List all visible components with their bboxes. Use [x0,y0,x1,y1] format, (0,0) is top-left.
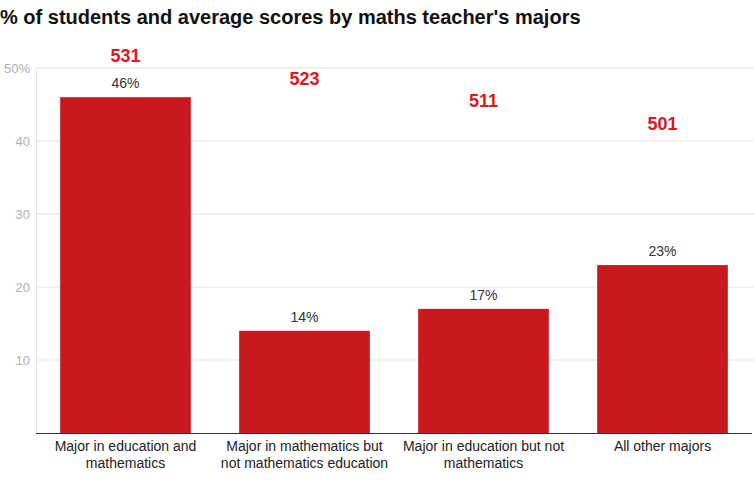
y-tick: 10 [16,353,36,368]
y-tick: 40 [16,134,36,149]
score-label: 511 [469,91,498,111]
y-tick-label: 40 [16,134,30,149]
score-label: 531 [110,46,140,66]
bar [239,331,370,433]
x-tick: Major in mathematics butnot mathematics … [221,433,388,471]
y-tick: 30 [16,207,36,222]
bar [597,265,728,433]
data-label: 46% [111,75,139,91]
y-tick-label: 50% [4,61,30,76]
score-label: 501 [647,114,677,134]
data-label: 23% [648,243,676,259]
x-tick: All other majors [614,433,711,454]
y-tick: 50% [4,61,36,76]
y-axis: 10 20 30 40 50% [4,61,37,434]
bar [418,309,549,433]
score-label: 523 [289,69,319,89]
y-tick-label: 10 [16,353,30,368]
x-tick-label: Major in education andmathematics [55,438,197,472]
x-tick-label: Major in mathematics butnot mathematics … [221,438,388,472]
data-label: 17% [469,287,497,303]
x-tick: Major in education but notmathematics [403,433,564,471]
scores: 531 523 511 501 [110,46,677,134]
data-label: 14% [290,309,318,325]
x-tick-label: All other majors [614,438,711,454]
bars [60,97,728,433]
chart: % of students and average scores by math… [0,0,754,503]
grid-line [36,68,754,69]
x-axis: Major in education andmathematics Major i… [36,433,752,471]
y-tick-label: 30 [16,207,30,222]
y-tick: 20 [16,280,36,295]
data-labels: 46% 14% 17% 23% [111,75,676,325]
x-tick: Major in education andmathematics [55,433,197,471]
title: % of students and average scores by math… [0,6,581,28]
y-axis-line [36,69,37,434]
y-tick-label: 20 [16,280,30,295]
x-axis-line [36,433,752,434]
x-tick-label: Major in education but notmathematics [403,438,564,472]
bar [60,97,191,433]
